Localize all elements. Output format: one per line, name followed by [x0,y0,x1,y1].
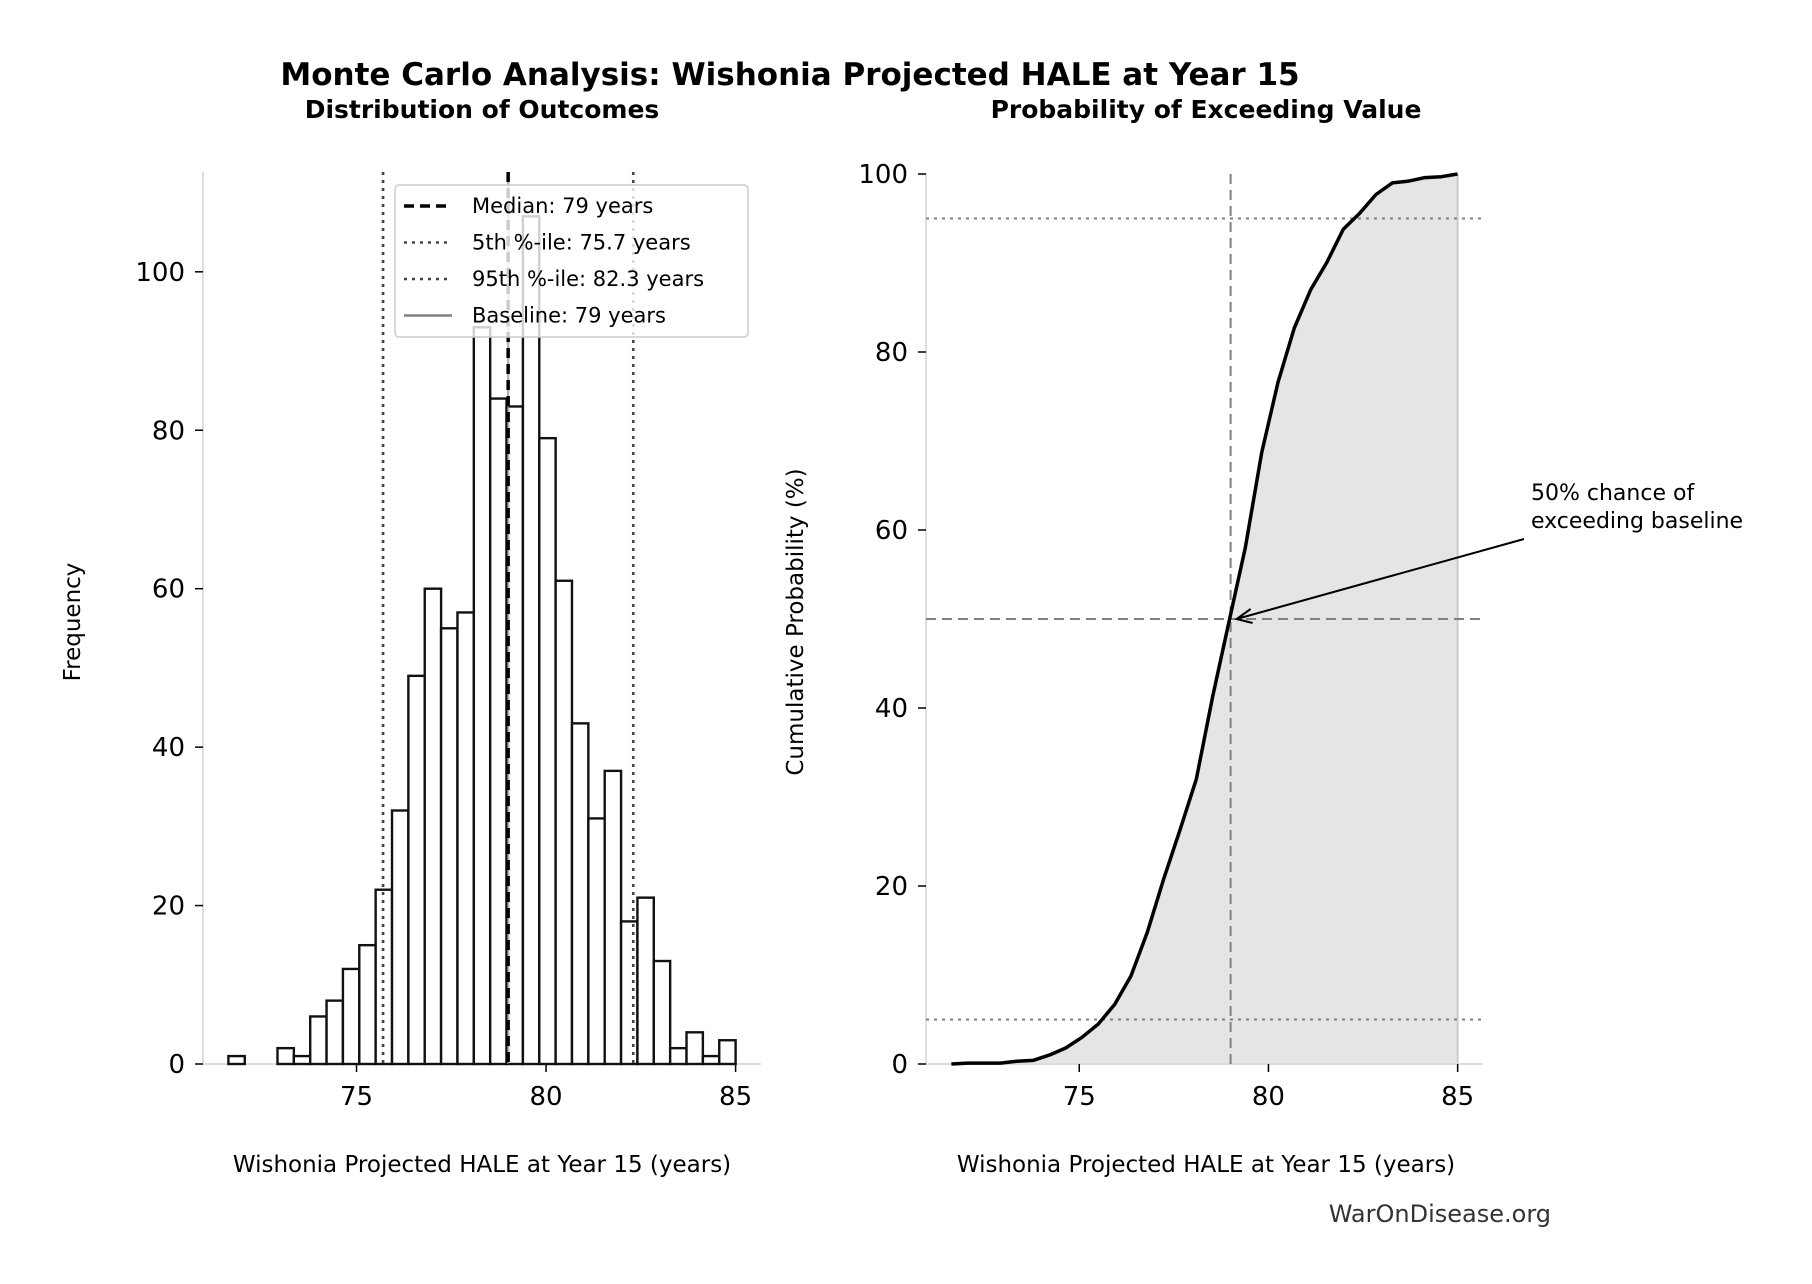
y-tick-label: 80 [875,338,908,368]
x-tick-label: 85 [1441,1082,1474,1112]
histogram-bar [652,959,672,1066]
histogram-bar [407,674,426,1066]
cdf-title: Probability of Exceeding Value [991,95,1422,124]
x-tick-label: 75 [1063,1082,1096,1112]
x-tick-label: 80 [1252,1082,1285,1112]
histogram-bar [701,1054,721,1066]
arrowhead-icon [1234,608,1253,624]
figure-title: Monte Carlo Analysis: Wishonia Projected… [280,57,1299,93]
legend: Median: 79 years 5th %-ile: 75.7 years 95t… [394,184,749,338]
x-tick-label: 85 [719,1082,752,1112]
histogram-bar [358,943,377,1066]
histogram-bar [587,817,606,1066]
cdf-line [951,172,1458,1066]
y-tick-label: 0 [891,1050,908,1080]
histogram-ylabel: Frequency [60,563,86,682]
annotation-text: 50% chance of [1531,481,1695,506]
histogram-xlabel: Wishonia Projected HALE at Year 15 (year… [233,1152,731,1178]
x-tick-label: 80 [530,1082,563,1112]
legend-label: Median: 79 years [472,194,653,218]
histogram-bar [636,896,655,1066]
histogram-bar [292,1054,312,1066]
histogram-bar [603,769,623,1066]
histogram-bar [521,215,541,1066]
histogram-panel: 75 80 85 0 20 40 60 80 100 Median: 79 years 5th %-… [135,172,761,1112]
histogram-bar [390,809,410,1066]
histogram-bar [554,579,574,1066]
histogram-bar [488,397,508,1066]
annotation-text: exceeding baseline [1531,509,1743,534]
histogram-bar [685,1031,705,1066]
histogram-bar [227,1054,246,1066]
histogram-bar [538,436,557,1066]
histogram-bar [423,587,443,1066]
x-tick-label: 75 [340,1082,373,1112]
histogram-bar [668,1046,688,1066]
legend-label: Baseline: 79 years [472,304,666,328]
annotation-arrow [1236,538,1525,620]
cdf-fill-area [951,174,1458,1064]
cdf-xlabel: Wishonia Projected HALE at Year 15 (year… [957,1152,1455,1178]
y-tick-label: 60 [152,575,185,605]
legend-label: 5th %-ile: 75.7 years [472,231,691,255]
cdf-panel: 75 80 85 0 20 40 60 80 100 50% chance of exceeding… [858,160,1743,1112]
histogram-bar [325,999,345,1066]
histogram-bar [619,920,639,1066]
y-tick-label: 100 [858,160,908,190]
histogram-bar [718,1039,737,1066]
footer-watermark: WarOnDisease.org [1329,1200,1551,1228]
histogram-bar [439,627,459,1066]
y-tick-label: 60 [875,516,908,546]
histogram-bar [276,1046,296,1066]
histogram-bar [309,1015,328,1066]
cdf-ylabel: Cumulative Probability (%) [783,468,809,775]
y-tick-label: 40 [152,733,185,763]
y-tick-label: 100 [135,258,185,288]
legend-box [394,184,749,338]
y-tick-label: 40 [875,694,908,724]
y-tick-label: 20 [152,892,185,922]
legend-label: 95th %-ile: 82.3 years [472,267,704,291]
y-tick-label: 0 [168,1050,185,1080]
histogram-bar [472,326,492,1066]
histogram-bar [570,722,590,1066]
y-tick-label: 80 [152,416,185,446]
histogram-bar [456,611,476,1066]
histogram-title: Distribution of Outcomes [305,95,660,124]
y-tick-label: 20 [875,872,908,902]
histogram-bar [341,967,361,1066]
